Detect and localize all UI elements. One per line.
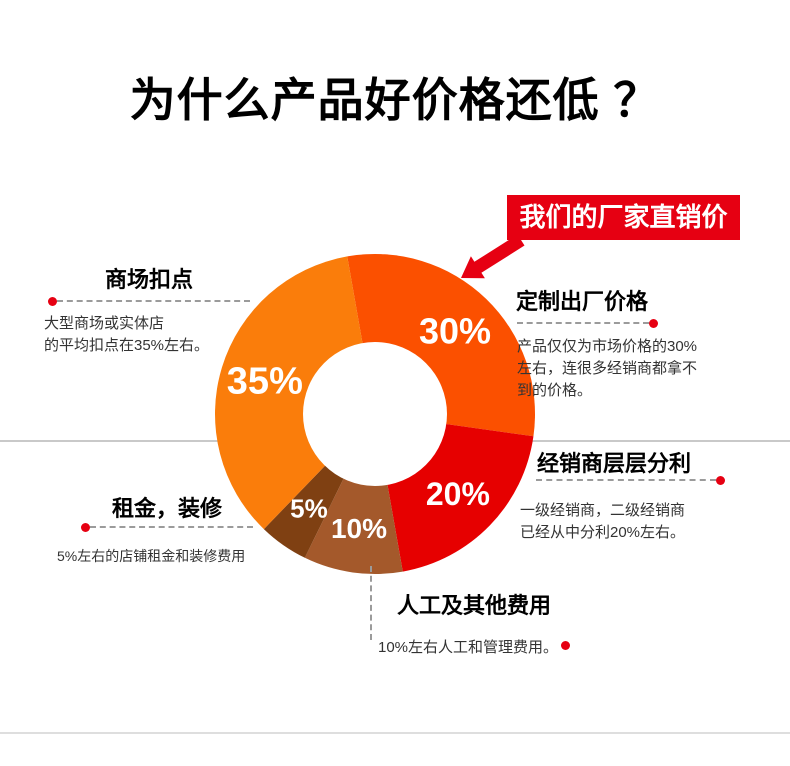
callout-mall-title: 商场扣点 [105,267,194,292]
segment-percent-label: 20% [426,476,490,512]
callout-desc-line: 已经从中分利20%左右。 [520,524,686,541]
callout-desc-line: 到的价格。 [517,382,593,399]
callout-desc-line: 左右，连很多经销商都拿不 [517,360,698,377]
callout-desc-line: 5%左右的店铺租金和装修费用 [57,548,246,564]
red-dot-icon [716,476,725,485]
callout-rent-connector [81,523,253,532]
callout-mall-desc: 大型商场或实体店 的平均扣点在35%左右。 [44,313,209,357]
callout-factory-title: 定制出厂价格 [516,289,649,314]
page-title: 为什么产品好价格还低 ？ [129,74,661,126]
callout-mall-connector [48,297,250,306]
callout-rent-title: 租金，装修 [112,496,223,521]
red-dot-icon [81,523,90,532]
callout-distributor-title: 经销商层层分利 [537,451,692,476]
callout-distributor-desc: 一级经销商，二级经销商 已经从中分利20%左右。 [520,500,685,544]
red-dot-icon [649,319,658,328]
callout-desc-line: 大型商场或实体店 [44,315,165,332]
segment-percent-label: 5% [290,493,328,523]
segment-percent-label: 10% [331,513,387,544]
callout-distributor-connector [536,476,725,485]
bottom-divider-line [0,732,790,734]
red-dot-icon [48,297,57,306]
callout-factory-connector [517,319,658,328]
callout-desc-line: 的平均扣点在35%左右。 [44,337,210,354]
banner-arrow-icon [461,234,525,279]
red-dot-icon [561,641,570,650]
donut-hole [303,342,447,486]
donut-segment-35% [215,256,375,530]
callout-desc-line: 10%左右人工和管理费用。 [378,639,559,656]
callout-rent-desc: 5%左右的店铺租金和装修费用 [57,545,245,567]
segment-percent-label: 30% [419,311,491,352]
callout-labor-connector [370,566,372,640]
factory-price-banner: 我们的厂家直销价 [507,195,740,240]
segment-percent-label: 35% [227,361,303,403]
callout-factory-desc: 产品仅仅为市场价格的30% 左右，连很多经销商都拿不 到的价格。 [517,336,697,402]
callout-desc-line: 产品仅仅为市场价格的30% [517,338,698,355]
callout-labor-desc: 10%左右人工和管理费用。 [378,637,558,659]
donut-chart: 30% 20% 10% 5% 35% [209,248,541,580]
callout-labor-title: 人工及其他费用 [397,593,552,618]
callout-desc-line: 一级经销商，二级经销商 [520,502,686,519]
